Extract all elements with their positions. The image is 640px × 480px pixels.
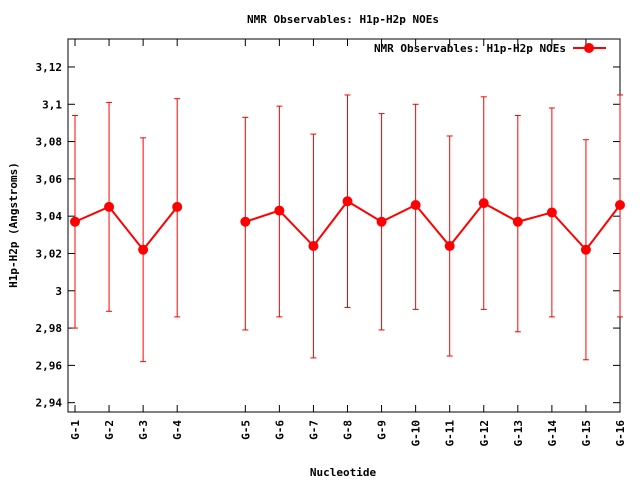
y-tick-label: 3 (55, 285, 62, 298)
y-tick-label: 2,96 (36, 359, 63, 372)
x-tick-label: G-11 (444, 420, 457, 447)
y-tick-label: 3,12 (36, 61, 63, 74)
plot-frame (67, 38, 621, 413)
data-point (172, 201, 183, 212)
y-tick-label: 3,1 (42, 98, 62, 111)
data-point (376, 216, 387, 227)
series-line (74, 205, 178, 252)
data-point (546, 207, 557, 218)
x-tick-label: G-1 (69, 420, 82, 440)
y-tick-label: 3,08 (36, 136, 63, 149)
x-tick-label: G-7 (307, 420, 320, 440)
data-point (240, 216, 251, 227)
x-tick-label: G-8 (342, 420, 355, 440)
series-layer (70, 94, 625, 363)
series-line (245, 199, 621, 252)
x-axis: G-1 G-2 G-3 G-4 G-5 G-6 G-7 G-8 G-9 G-10 G-11 G-12 G… (69, 39, 627, 447)
data-point (308, 241, 319, 252)
data-point (444, 241, 455, 252)
x-tick-label: G-16 (614, 420, 627, 447)
data-point (615, 199, 625, 210)
legend-label: NMR Observables: H1p-H2p NOEs (374, 42, 566, 55)
y-tick-label: 3,04 (36, 210, 63, 223)
data-point (104, 201, 115, 212)
x-tick-label: G-12 (478, 420, 491, 447)
y-tick-label: 3,02 (36, 247, 63, 260)
legend: NMR Observables: H1p-H2p NOEs (374, 42, 606, 55)
y-axis-label: H1p-H2p (Angstroms) (7, 162, 20, 288)
x-tick-label: G-14 (546, 420, 559, 447)
data-point (274, 205, 285, 216)
data-point (342, 196, 353, 207)
y-tick-label: 2,94 (36, 397, 63, 410)
data-point (478, 198, 489, 209)
x-tick-label: G-6 (273, 420, 286, 440)
data-point (70, 216, 80, 227)
x-tick-label: G-3 (137, 420, 150, 440)
data-point (410, 199, 421, 210)
x-axis-label: Nucleotide (310, 466, 377, 479)
x-tick-label: G-10 (410, 420, 423, 447)
x-tick-label: G-4 (171, 420, 184, 440)
chart-title: NMR Observables: H1p-H2p NOEs (247, 13, 439, 26)
x-tick-label: G-13 (512, 420, 525, 447)
data-point (138, 244, 149, 255)
x-tick-label: G-9 (376, 420, 389, 440)
legend-marker (584, 43, 594, 53)
x-tick-label: G-5 (239, 420, 252, 440)
x-tick-label: G-15 (580, 420, 593, 447)
data-point (580, 244, 591, 255)
x-tick-label: G-2 (103, 420, 116, 440)
y-axis: 2,94 2,96 2,98 3 3,02 3,04 3,06 3,08 3,1 3,12 (36, 61, 620, 410)
y-tick-label: 3,06 (36, 173, 63, 186)
y-tick-label: 2,98 (36, 322, 63, 335)
data-point (512, 216, 523, 227)
